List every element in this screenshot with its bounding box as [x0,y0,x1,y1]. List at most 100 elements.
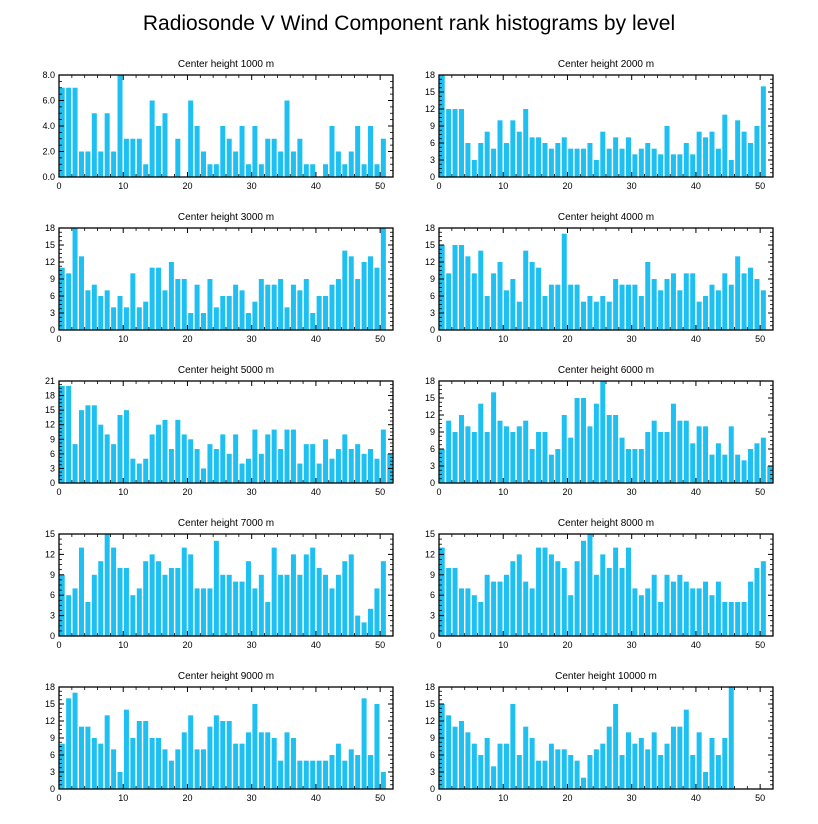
x-tick-label: 40 [311,334,321,344]
bar [355,279,361,330]
x-tick-label: 20 [562,334,572,344]
bar [98,424,104,483]
bar [593,403,599,483]
panel-title: Center height 6000 m [558,365,654,376]
y-tick-label: 15 [45,699,55,709]
bar [510,432,516,483]
bar [587,534,593,636]
x-tick-label: 20 [562,181,572,191]
bar [143,721,149,789]
bar [213,715,219,789]
bar [709,131,715,177]
x-tick-label: 0 [436,334,441,344]
bar [703,426,709,483]
bar [271,429,277,483]
bar [658,432,664,483]
bar [233,743,239,789]
bar [568,284,574,330]
bar [111,151,117,177]
bar [510,561,516,636]
bar [104,715,110,789]
bar [760,437,766,483]
bar [465,143,471,177]
bar [368,608,374,636]
bar [265,138,271,177]
bar [741,273,747,330]
bar [478,143,484,177]
bar [245,732,251,789]
bar [59,385,65,483]
bar [619,437,625,483]
bar [516,554,522,636]
bar [290,284,296,330]
bar [258,164,264,177]
bar [581,148,587,177]
bar [162,113,168,177]
bar [683,420,689,483]
bar [143,561,149,636]
x-tick-label: 20 [182,487,192,497]
bar [439,704,445,789]
bar [574,284,580,330]
y-tick-label: 15 [425,699,435,709]
bar [555,143,561,177]
bar [735,256,741,330]
bar [136,138,142,177]
y-tick-label: 3 [50,767,55,777]
bar [66,87,72,177]
bar [568,755,574,789]
bar [600,131,606,177]
x-tick-label: 20 [562,487,572,497]
x-tick-label: 50 [755,181,765,191]
bar [735,454,741,483]
y-tick-label: 6 [430,590,435,600]
bar [439,547,445,636]
panel-title: Center height 8000 m [558,518,654,529]
y-tick-label: 6 [430,138,435,148]
y-tick-label: 2.0 [42,147,55,157]
bar [593,749,599,789]
bar [651,148,657,177]
bar [380,138,386,177]
bar [143,164,149,177]
y-tick-label: 0.0 [42,172,55,182]
bar [316,760,322,789]
bar [368,449,374,483]
bar [728,160,734,177]
bar [709,284,715,330]
bar [542,296,548,330]
panel-title: Center height 3000 m [178,212,274,223]
y-tick-label: 6 [430,444,435,454]
bar [645,588,651,636]
bar [465,588,471,636]
bar [368,126,374,177]
bar [78,410,84,483]
bar [741,460,747,483]
x-tick-label: 30 [247,793,257,803]
bar [619,568,625,636]
y-tick-label: 9 [50,274,55,284]
bar [645,262,651,330]
bar [728,426,734,483]
bar [85,290,91,330]
bar [677,154,683,177]
y-tick-label: 15 [425,87,435,97]
bar [149,100,155,177]
bar [335,574,341,636]
bar [98,296,104,330]
bar [728,687,734,789]
bar [188,100,194,177]
bar [111,749,117,789]
bar [471,743,477,789]
bar [722,602,728,636]
bar [658,755,664,789]
bar [491,273,497,330]
bar [290,429,296,483]
bar [452,109,458,177]
bar [715,443,721,483]
bar [207,279,213,330]
bar [85,405,91,483]
bar [677,420,683,483]
bar [220,574,226,636]
